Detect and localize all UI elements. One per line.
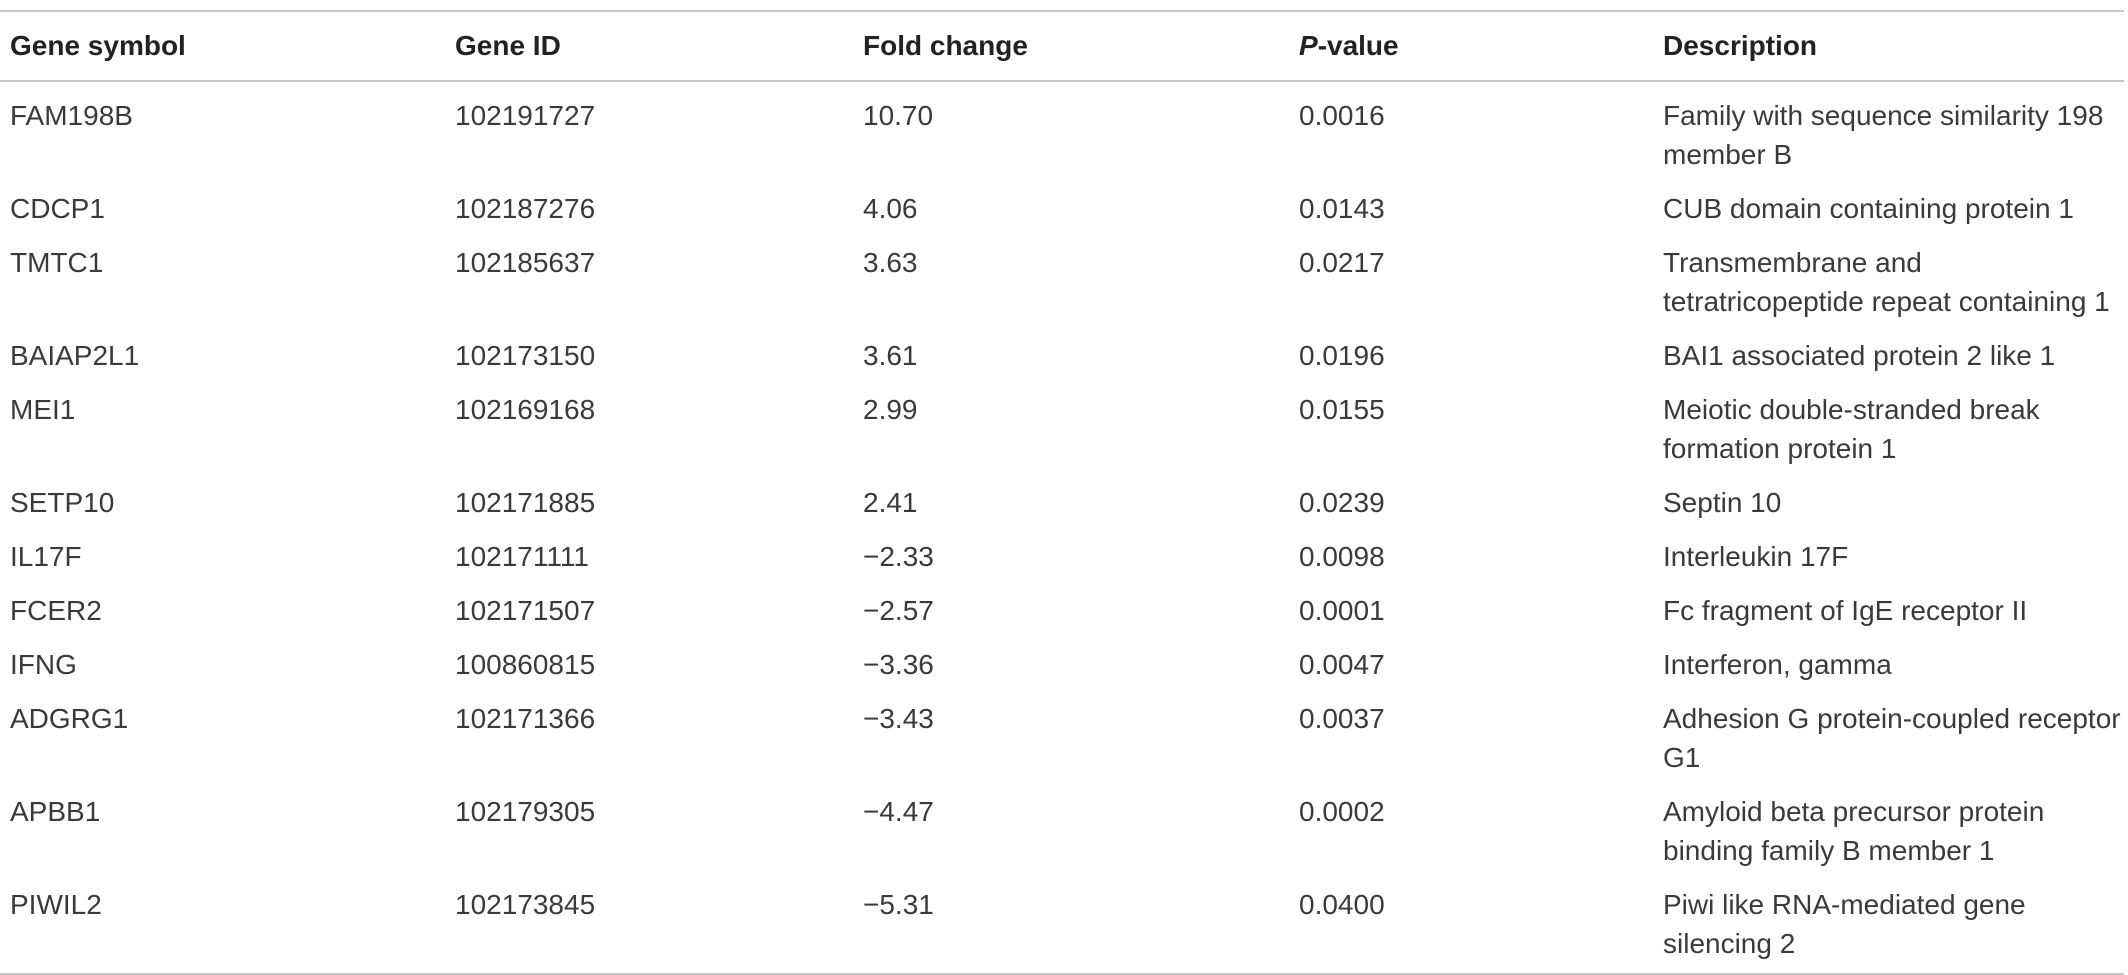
cell-gene-id: 102187276 — [455, 193, 596, 224]
cell-description: Interleukin 17F — [1663, 541, 1849, 572]
gene-table-container: Gene symbol Gene ID Fold change P-value … — [0, 10, 2124, 975]
cell-p-value: 0.0217 — [1299, 247, 1385, 278]
cell-fold-change: −2.57 — [863, 595, 934, 626]
cell-gene-id: 102185637 — [455, 247, 596, 278]
cell-gene-id: 102173845 — [455, 889, 596, 920]
cell-fold-change: 3.61 — [863, 340, 918, 371]
cell-gene-symbol: FAM198B — [10, 100, 133, 131]
cell-gene-symbol: APBB1 — [10, 796, 101, 827]
cell-description: Interferon, gamma — [1663, 649, 1892, 680]
header-p-italic: P — [1299, 30, 1318, 61]
cell-gene-id: 102171507 — [455, 595, 596, 626]
table-row: PIWIL2 102173845 −5.31 0.0400 Piwi like RNA-… — [0, 878, 2124, 974]
cell-gene-symbol: TMTC1 — [10, 247, 104, 278]
cell-p-value: 0.0155 — [1299, 394, 1385, 425]
cell-fold-change: −5.31 — [863, 889, 934, 920]
table-row: CDCP1 102187276 4.06 0.0143 CUB domain conta… — [0, 182, 2124, 236]
cell-fold-change: 4.06 — [863, 193, 918, 224]
table-body: FAM198B 102191727 10.70 0.0016 Family with s… — [0, 81, 2124, 974]
cell-p-value: 0.0196 — [1299, 340, 1385, 371]
cell-description: Adhesion G protein-coupled receptor G1 — [1663, 703, 2121, 773]
header-description: Description — [1663, 30, 1818, 61]
cell-gene-id: 102179305 — [455, 796, 596, 827]
table-row: IFNG 100860815 −3.36 0.0047 Interferon, gamm… — [0, 638, 2124, 692]
cell-description: Transmembrane and tetratricopeptide repe… — [1663, 247, 2110, 317]
header-fold-change: Fold change — [863, 30, 1028, 61]
header-row: Gene symbol Gene ID Fold change P-value … — [0, 11, 2124, 81]
cell-p-value: 0.0037 — [1299, 703, 1385, 734]
cell-gene-symbol: MEI1 — [10, 394, 76, 425]
cell-gene-symbol: CDCP1 — [10, 193, 105, 224]
cell-description: Piwi like RNA-mediated gene silencing 2 — [1663, 889, 2026, 959]
table-row: SETP10 102171885 2.41 0.0239 Septin 10 — [0, 476, 2124, 530]
cell-fold-change: 2.41 — [863, 487, 918, 518]
cell-gene-id: 102169168 — [455, 394, 596, 425]
cell-p-value: 0.0098 — [1299, 541, 1385, 572]
cell-p-value: 0.0047 — [1299, 649, 1385, 680]
cell-p-value: 0.0400 — [1299, 889, 1385, 920]
header-p-value: P-value — [1289, 11, 1653, 81]
cell-gene-symbol: IL17F — [10, 541, 82, 572]
cell-p-value: 0.0239 — [1299, 487, 1385, 518]
cell-gene-id: 100860815 — [455, 649, 596, 680]
cell-gene-id: 102171111 — [455, 541, 589, 572]
cell-description: Amyloid beta precursor protein binding f… — [1663, 796, 2045, 866]
gene-table: Gene symbol Gene ID Fold change P-value … — [0, 10, 2124, 975]
cell-p-value: 0.0002 — [1299, 796, 1385, 827]
cell-fold-change: 3.63 — [863, 247, 918, 278]
cell-description: BAI1 associated protein 2 like 1 — [1663, 340, 2056, 371]
table-row: TMTC1 102185637 3.63 0.0217 Transmembrane an… — [0, 236, 2124, 329]
cell-description: CUB domain containing protein 1 — [1663, 193, 2074, 224]
header-p-suffix: -value — [1317, 30, 1399, 61]
cell-gene-id: 102171366 — [455, 703, 596, 734]
cell-description: Family with sequence similarity 198 memb… — [1663, 100, 2104, 170]
cell-gene-id: 102173150 — [455, 340, 596, 371]
cell-gene-symbol: BAIAP2L1 — [10, 340, 140, 371]
table-row: APBB1 102179305 −4.47 0.0002 Amyloid beta pr… — [0, 785, 2124, 878]
cell-description: Septin 10 — [1663, 487, 1782, 518]
table-row: MEI1 102169168 2.99 0.0155 Meiotic double-st… — [0, 383, 2124, 476]
cell-gene-id: 102191727 — [455, 100, 596, 131]
cell-description: Meiotic double-stranded break formation … — [1663, 394, 2040, 464]
table-row: ADGRG1 102171366 −3.43 0.0037 Adhesion G pro… — [0, 692, 2124, 785]
table-row: BAIAP2L1 102173150 3.61 0.0196 BAI1 associat… — [0, 329, 2124, 383]
cell-p-value: 0.0016 — [1299, 100, 1385, 131]
table-header: Gene symbol Gene ID Fold change P-value … — [0, 11, 2124, 81]
table-row: IL17F 102171111 −2.33 0.0098 Interleukin 17F — [0, 530, 2124, 584]
cell-gene-symbol: PIWIL2 — [10, 889, 102, 920]
cell-gene-symbol: SETP10 — [10, 487, 115, 518]
cell-gene-id: 102171885 — [455, 487, 596, 518]
cell-p-value: 0.0001 — [1299, 595, 1385, 626]
cell-fold-change: −4.47 — [863, 796, 934, 827]
cell-fold-change: −2.33 — [863, 541, 934, 572]
cell-fold-change: −3.36 — [863, 649, 934, 680]
table-row: FCER2 102171507 −2.57 0.0001 Fc fragment of … — [0, 584, 2124, 638]
cell-fold-change: 2.99 — [863, 394, 918, 425]
cell-fold-change: −3.43 — [863, 703, 934, 734]
table-row: FAM198B 102191727 10.70 0.0016 Family with s… — [0, 81, 2124, 182]
cell-description: Fc fragment of IgE receptor II — [1663, 595, 2028, 626]
cell-p-value: 0.0143 — [1299, 193, 1385, 224]
header-gene-symbol: Gene symbol — [10, 30, 186, 61]
cell-gene-symbol: IFNG — [10, 649, 77, 680]
header-gene-id: Gene ID — [455, 30, 561, 61]
cell-fold-change: 10.70 — [863, 100, 934, 131]
cell-gene-symbol: ADGRG1 — [10, 703, 129, 734]
cell-gene-symbol: FCER2 — [10, 595, 102, 626]
